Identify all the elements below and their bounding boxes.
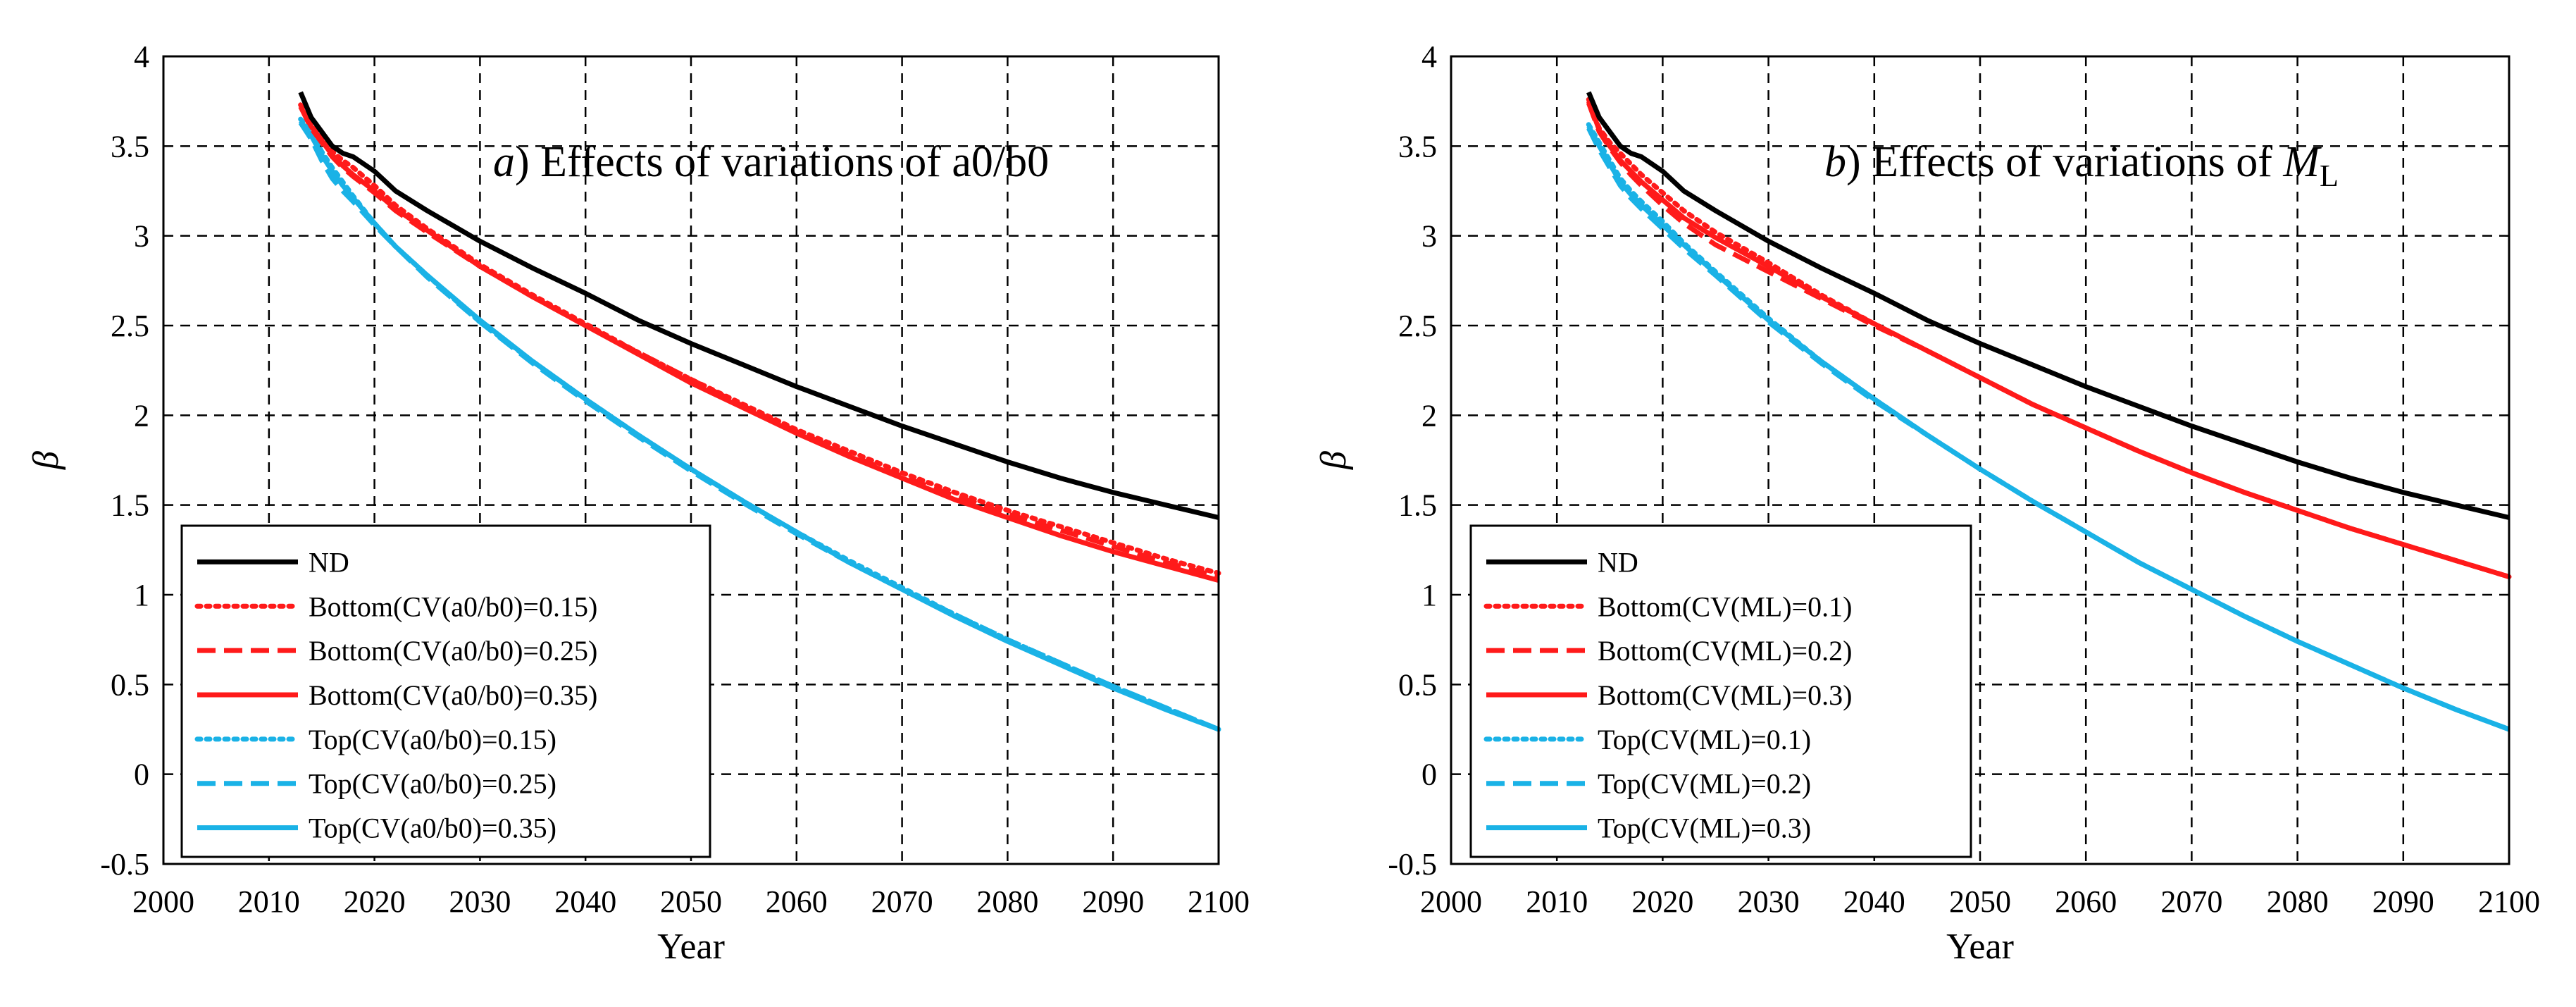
series-line-a-3 bbox=[298, 105, 1219, 583]
legend-entry-label: Top(CV(ML)=0.3) bbox=[1598, 813, 1811, 844]
x-tick-label: 2080 bbox=[976, 884, 1038, 919]
x-tick-label: 2020 bbox=[344, 884, 406, 919]
y-tick-label: 0.5 bbox=[111, 667, 149, 702]
legend-a: ND Bottom(CV(a0/b0)=0.15) Bottom(CV(a0/b0)… bbox=[180, 524, 711, 858]
x-axis-title: Year bbox=[657, 927, 725, 967]
x-tick-label: 2080 bbox=[2267, 884, 2329, 919]
y-tick-label: 4 bbox=[1421, 39, 1437, 74]
series-line-a-0 bbox=[298, 91, 1219, 520]
y-tick-label: 2 bbox=[134, 398, 149, 433]
y-tick-label: 0 bbox=[134, 758, 149, 792]
series-line-b-3 bbox=[1586, 100, 2510, 579]
legend-entry-label: Bottom(CV(ML)=0.1) bbox=[1598, 591, 1852, 622]
y-tick-label: 3 bbox=[134, 219, 149, 254]
legend-box bbox=[1469, 524, 1972, 858]
y-tick-label: 1 bbox=[134, 578, 149, 612]
series-line-a-2 bbox=[298, 105, 1219, 579]
x-tick-label: 2000 bbox=[1420, 884, 1482, 919]
plot-frame-b bbox=[1450, 55, 2510, 865]
legend-entry-label: Top(CV(ML)=0.1) bbox=[1598, 724, 1811, 755]
legend-box bbox=[180, 524, 711, 858]
legend-entry-label: Bottom(CV(a0/b0)=0.25) bbox=[309, 635, 597, 667]
legend-b: ND Bottom(CV(ML)=0.1) Bottom(CV(ML)=0.2) Bo… bbox=[1469, 524, 1972, 858]
y-tick-label: -0.5 bbox=[1388, 847, 1437, 882]
x-tick-label: 2090 bbox=[1082, 884, 1144, 919]
y-tick-label: 0.5 bbox=[1398, 667, 1437, 702]
x-tick-label: 2100 bbox=[1188, 884, 1250, 919]
y-tick-label: 1.5 bbox=[1398, 488, 1437, 523]
y-tick-label: 2 bbox=[1421, 398, 1437, 433]
y-tick-label: 0 bbox=[1421, 758, 1437, 792]
y-tick-label: 3 bbox=[1421, 219, 1437, 254]
y-axis-title: β bbox=[26, 451, 66, 470]
x-tick-label: 2060 bbox=[2055, 884, 2117, 919]
series-line-b-0 bbox=[1586, 91, 2510, 520]
legend-entry-label: Bottom(CV(ML)=0.2) bbox=[1598, 635, 1852, 667]
x-tick-label: 2100 bbox=[2478, 884, 2540, 919]
x-tick-label: 2070 bbox=[871, 884, 933, 919]
x-tick-label: 2040 bbox=[554, 884, 616, 919]
x-tick-label: 2070 bbox=[2160, 884, 2222, 919]
legend-entry-label: Bottom(CV(a0/b0)=0.15) bbox=[309, 591, 597, 622]
x-axis-title: Year bbox=[1946, 927, 2014, 967]
legend-entry-label: Top(CV(a0/b0)=0.25) bbox=[309, 768, 556, 800]
y-tick-label: 1 bbox=[1421, 578, 1437, 612]
y-tick-label: -0.5 bbox=[100, 847, 149, 882]
x-tick-label: 2010 bbox=[1526, 884, 1588, 919]
x-tick-label: 2010 bbox=[238, 884, 300, 919]
legend-entry-label: Top(CV(a0/b0)=0.15) bbox=[309, 724, 556, 755]
legend-entry-label: ND bbox=[309, 546, 349, 578]
series-line-a-6 bbox=[298, 119, 1220, 732]
x-tick-label: 2020 bbox=[1631, 884, 1693, 919]
legend-entry-label: Top(CV(ML)=0.2) bbox=[1598, 768, 1811, 800]
plot-frame-a bbox=[162, 55, 1220, 865]
x-tick-label: 2040 bbox=[1843, 884, 1905, 919]
series-line-b-6 bbox=[1586, 125, 2510, 732]
x-tick-label: 2030 bbox=[449, 884, 511, 919]
y-axis-title: β bbox=[1314, 451, 1354, 470]
y-tick-label: 1.5 bbox=[111, 488, 149, 523]
chart-panel-b: 2000 2010 2020 2030 2040 2050 2060 2070 2080 2090… bbox=[1314, 39, 2540, 967]
legend-entry-label: Top(CV(a0/b0)=0.35) bbox=[309, 813, 556, 844]
y-tick-label: 3.5 bbox=[111, 129, 149, 163]
x-tick-label: 2050 bbox=[660, 884, 722, 919]
x-tick-label: 2050 bbox=[1949, 884, 2011, 919]
chart-title-a: a) Effects of variations of a0/b0 bbox=[493, 138, 1049, 186]
y-tick-label: 2.5 bbox=[111, 309, 149, 343]
x-tick-label: 2000 bbox=[132, 884, 194, 919]
legend-entry-label: ND bbox=[1598, 546, 1638, 578]
series-group-a bbox=[298, 91, 1221, 732]
x-tick-label: 2030 bbox=[1738, 884, 1800, 919]
y-tick-label: 2.5 bbox=[1398, 309, 1437, 343]
x-tick-label: 2060 bbox=[766, 884, 828, 919]
y-tick-label: 3.5 bbox=[1398, 129, 1437, 163]
chart-panel-a: 2000 2010 2020 2030 2040 2050 2060 2070 2080 2090… bbox=[26, 39, 1250, 967]
legend-entry-label: Bottom(CV(ML)=0.3) bbox=[1598, 679, 1852, 711]
y-tick-label: 4 bbox=[134, 39, 149, 74]
chart-title-b: b) Effects of variations of ML bbox=[1824, 138, 2339, 193]
legend-entry-label: Bottom(CV(a0/b0)=0.35) bbox=[309, 679, 597, 711]
series-group-b bbox=[1586, 91, 2512, 732]
x-tick-label: 2090 bbox=[2372, 884, 2434, 919]
